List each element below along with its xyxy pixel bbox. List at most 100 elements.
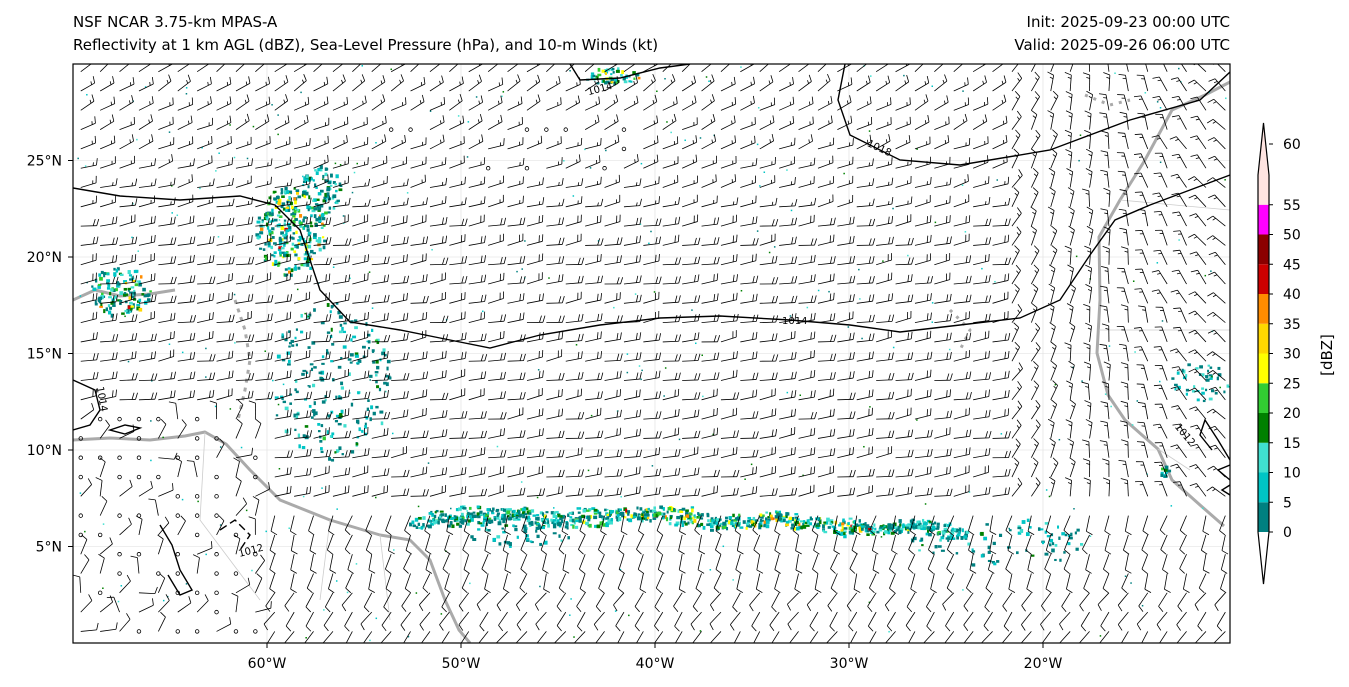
reflectivity-cell xyxy=(951,527,954,531)
reflectivity-cell xyxy=(1223,390,1226,394)
reflectivity-cell xyxy=(84,530,86,533)
wind-barb xyxy=(255,372,274,381)
wind-barb xyxy=(235,418,243,439)
reflectivity-cell xyxy=(289,236,294,239)
reflectivity-cell xyxy=(965,530,970,534)
wind-barb xyxy=(1136,364,1149,381)
reflectivity-cell xyxy=(282,383,285,386)
reflectivity-cell xyxy=(915,525,918,529)
reflectivity-cell xyxy=(625,508,628,513)
reflectivity-cell xyxy=(130,286,135,289)
reflectivity-cell xyxy=(581,514,585,519)
reflectivity-cell xyxy=(759,185,761,187)
calm-wind-marker xyxy=(97,416,103,422)
reflectivity-cell xyxy=(127,305,131,310)
wind-barb xyxy=(1068,360,1075,381)
reflectivity-cell xyxy=(270,245,274,250)
wind-barb xyxy=(947,515,955,536)
reflectivity-cell xyxy=(451,516,455,520)
wind-barb xyxy=(554,631,567,643)
wind-barb xyxy=(520,534,528,555)
reflectivity-cell xyxy=(790,517,795,522)
reflectivity-cell xyxy=(296,413,300,416)
reflectivity-cell xyxy=(567,536,570,540)
reflectivity-cell xyxy=(271,231,274,235)
reflectivity-cell xyxy=(509,513,512,516)
reflectivity-cell xyxy=(492,507,495,511)
reflectivity-cell xyxy=(129,278,134,281)
reflectivity-cell xyxy=(197,500,199,503)
reflectivity-cell xyxy=(99,276,103,281)
reflectivity-cell xyxy=(322,174,325,179)
reflectivity-cell xyxy=(773,246,776,248)
reflectivity-cell xyxy=(715,521,719,525)
reflectivity-cell xyxy=(307,208,310,212)
reflectivity-cell xyxy=(684,139,686,142)
reflectivity-cell xyxy=(123,280,128,283)
reflectivity-cell xyxy=(292,211,297,216)
wind-barb xyxy=(1085,419,1093,439)
wind-barb xyxy=(404,573,412,594)
reflectivity-cell xyxy=(470,517,474,522)
reflectivity-cell xyxy=(958,527,962,532)
wind-barb xyxy=(235,497,247,516)
reflectivity-cell xyxy=(950,531,955,535)
reflectivity-cell xyxy=(552,519,557,522)
reflectivity-cell xyxy=(340,356,343,360)
reflectivity-cell xyxy=(422,516,426,520)
reflectivity-cell xyxy=(492,537,497,542)
reflectivity-cell xyxy=(598,515,603,519)
reflectivity-cell xyxy=(328,457,332,461)
reflectivity-cell xyxy=(742,520,746,524)
reflectivity-cell xyxy=(956,533,961,537)
reflectivity-cell xyxy=(478,522,483,525)
reflectivity-cell xyxy=(271,212,274,216)
wind-barb xyxy=(1063,554,1071,574)
reflectivity-cell xyxy=(666,510,669,514)
reflectivity-cell xyxy=(1070,532,1073,537)
reflectivity-cell xyxy=(79,492,82,494)
reflectivity-cell xyxy=(1089,535,1092,537)
wind-barb xyxy=(968,515,975,536)
map-panel: 1014 1018 1014 1014 1012 1012 xyxy=(73,64,1230,643)
wind-barb xyxy=(177,419,187,439)
wind-barb xyxy=(119,392,138,401)
reflectivity-cell xyxy=(327,414,331,418)
reflectivity-cell xyxy=(1044,552,1049,556)
reflectivity-cell xyxy=(605,517,609,520)
reflectivity-cell xyxy=(372,360,376,364)
wind-barb xyxy=(313,449,332,459)
wind-barb xyxy=(422,573,431,594)
reflectivity-cell xyxy=(296,190,299,195)
wind-barb xyxy=(449,448,467,459)
wind-barb xyxy=(749,592,761,612)
reflectivity-cell xyxy=(286,200,290,204)
reflectivity-cell xyxy=(611,510,615,513)
reflectivity-cell xyxy=(616,518,620,522)
reflectivity-cell xyxy=(321,355,325,359)
reflectivity-cell xyxy=(334,162,337,165)
reflectivity-cell xyxy=(214,405,217,408)
wind-barb xyxy=(99,537,113,555)
colorbar-segment xyxy=(1258,234,1269,265)
reflectivity-cell xyxy=(460,505,463,509)
contour-label: 1014 xyxy=(782,316,807,327)
reflectivity-cell xyxy=(138,307,143,312)
reflectivity-cell xyxy=(632,515,637,519)
reflectivity-cell xyxy=(318,247,322,252)
wind-barb xyxy=(1136,383,1149,400)
wind-barb xyxy=(837,428,855,439)
reflectivity-cell xyxy=(769,512,772,516)
wind-barb xyxy=(1063,515,1071,536)
reflectivity-cell xyxy=(375,142,377,144)
reflectivity-cell xyxy=(808,518,811,522)
reflectivity-cell xyxy=(435,509,439,513)
reflectivity-cell xyxy=(133,269,138,274)
reflectivity-cell xyxy=(1132,280,1135,282)
wind-barb xyxy=(613,592,625,612)
wind-barb xyxy=(895,468,914,478)
reflectivity-cell xyxy=(336,508,338,510)
wind-barb xyxy=(1066,380,1073,400)
wind-barb xyxy=(973,465,989,478)
reflectivity-cell xyxy=(293,250,297,254)
